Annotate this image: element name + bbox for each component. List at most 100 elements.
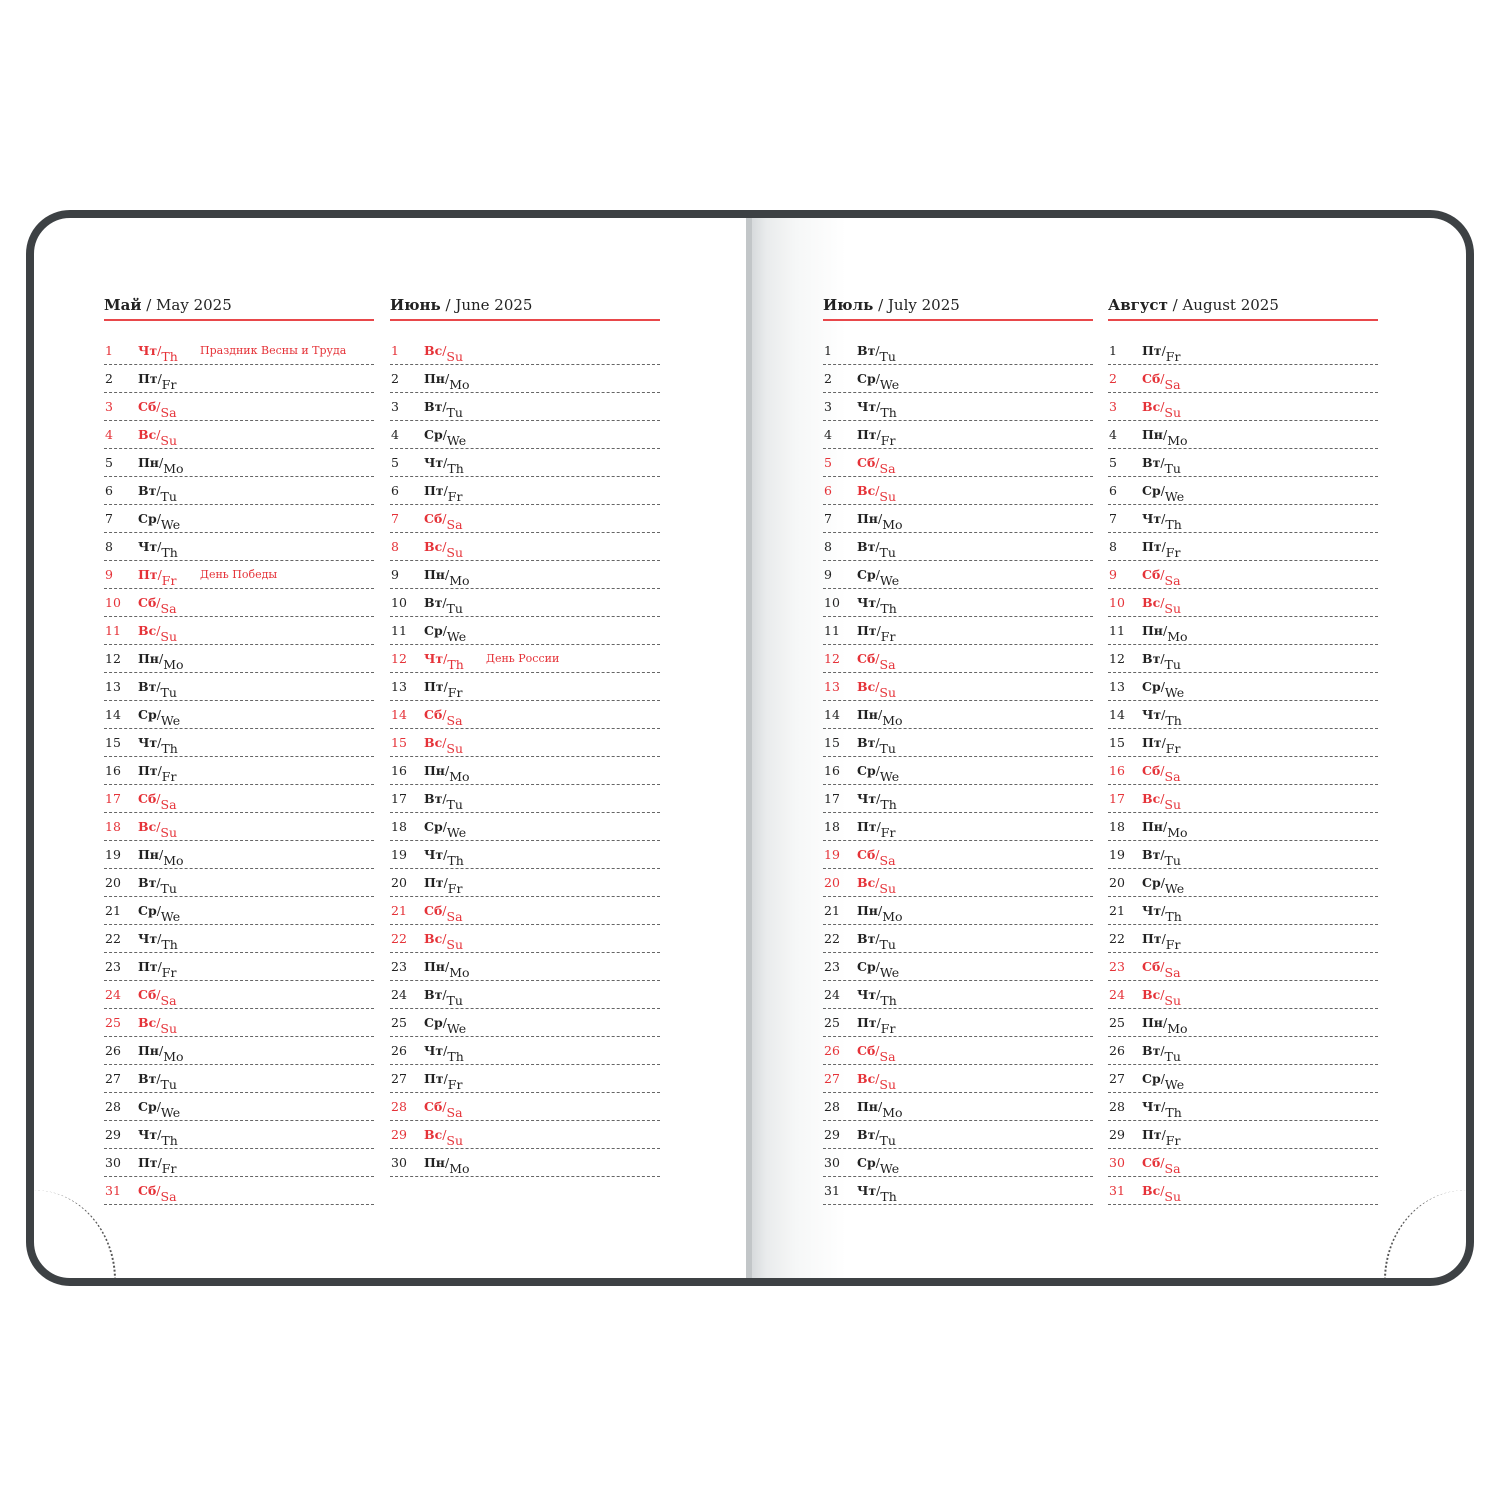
weekday: Ср/We — [857, 371, 900, 392]
weekday-ru: Пт — [857, 623, 877, 638]
day-number: 11 — [105, 623, 121, 638]
day-number: 25 — [824, 1015, 840, 1030]
weekday-ru: Ср — [857, 1155, 876, 1170]
weekday-ru: Вс — [138, 1015, 157, 1030]
weekday-ru: Сб — [1142, 567, 1161, 582]
weekday-ru: Вт — [1142, 1043, 1161, 1058]
weekday-en: Mo — [163, 657, 184, 672]
day-number: 23 — [824, 959, 840, 974]
weekday-ru: Ср — [138, 707, 157, 722]
weekday-ru: Чт — [1142, 511, 1162, 526]
weekday-ru: Вт — [857, 343, 876, 358]
weekday-en: Sa — [879, 853, 896, 868]
weekday-ru: Вт — [138, 483, 157, 498]
weekday-en: Sa — [1164, 1161, 1181, 1176]
weekday: Вс/Su — [138, 427, 178, 448]
weekday-en: Su — [1164, 1189, 1182, 1204]
day-row: 8 Вт/Tu — [823, 533, 1093, 561]
weekday-ru: Ср — [857, 959, 876, 974]
day-row: 3 Сб/Sa — [104, 393, 374, 421]
weekday-en: Tu — [1164, 657, 1181, 672]
weekday: Чт/Th — [138, 539, 178, 560]
month-name-ru: Июль — [823, 296, 874, 314]
day-number: 1 — [824, 343, 832, 358]
day-number: 29 — [1109, 1127, 1125, 1142]
weekday: Пт/Fr — [424, 875, 463, 896]
weekday-ru: Сб — [857, 455, 876, 470]
day-row: 4 Ср/We — [390, 421, 660, 449]
day-row: 15 Чт/Th — [104, 729, 374, 757]
weekday-ru: Пн — [424, 763, 445, 778]
weekday-en: Th — [447, 461, 464, 476]
weekday-en: Th — [880, 1189, 897, 1204]
weekday: Пн/Mo — [424, 763, 470, 784]
day-row: 2 Ср/We — [823, 365, 1093, 393]
day-row: 24 Вт/Tu — [390, 981, 660, 1009]
day-row: 25 Ср/We — [390, 1009, 660, 1037]
weekday: Пт/Fr — [857, 819, 896, 840]
day-row: 17 Вт/Tu — [390, 785, 660, 813]
day-row: 12 Вт/Tu — [1108, 645, 1378, 673]
day-row: 12 Чт/Th День России — [390, 645, 660, 673]
month-column: Май / May 2025 1 Чт/Th Праздник Весны и Тру… — [104, 296, 374, 1205]
weekday-ru: Вт — [857, 931, 876, 946]
day-number: 2 — [391, 371, 399, 386]
weekday: Сб/Sa — [424, 1099, 463, 1120]
weekday-ru: Пн — [857, 903, 878, 918]
weekday-ru: Ср — [1142, 679, 1161, 694]
weekday-ru: Сб — [138, 595, 157, 610]
day-number: 9 — [105, 567, 113, 582]
weekday: Вс/Su — [857, 679, 897, 700]
day-row: 20 Пт/Fr — [390, 869, 660, 897]
weekday-ru: Вт — [1142, 651, 1161, 666]
weekday: Пт/Fr — [1142, 343, 1181, 364]
day-row: 3 Вт/Tu — [390, 393, 660, 421]
weekday-en: Tu — [1164, 1049, 1181, 1064]
day-number: 18 — [391, 819, 407, 834]
day-row: 5 Чт/Th — [390, 449, 660, 477]
weekday: Пн/Mo — [857, 511, 903, 532]
weekday-ru: Вс — [424, 539, 443, 554]
weekday-ru: Вт — [424, 595, 443, 610]
day-row: 26 Сб/Sa — [823, 1037, 1093, 1065]
weekday-en: Fr — [161, 377, 177, 392]
weekday-en: Fr — [880, 433, 896, 448]
weekday-en: Sa — [160, 797, 177, 812]
day-number: 21 — [391, 903, 407, 918]
weekday-ru: Пн — [1142, 1015, 1163, 1030]
day-number: 10 — [391, 595, 407, 610]
weekday-ru: Вт — [1142, 847, 1161, 862]
day-row: 1 Чт/Th Праздник Весны и Труда — [104, 337, 374, 365]
weekday: Пн/Mo — [138, 455, 184, 476]
weekday-en: Fr — [447, 489, 463, 504]
weekday-en: Su — [879, 489, 897, 504]
weekday-ru: Вт — [424, 399, 443, 414]
weekday-ru: Вс — [138, 623, 157, 638]
day-row: 7 Чт/Th — [1108, 505, 1378, 533]
day-number: 27 — [391, 1071, 407, 1086]
weekday-en: Th — [447, 1049, 464, 1064]
weekday-en: Su — [879, 881, 897, 896]
weekday: Сб/Sa — [1142, 763, 1181, 784]
day-number: 20 — [1109, 875, 1125, 890]
weekday: Чт/Th — [1142, 707, 1182, 728]
weekday-ru: Пн — [424, 567, 445, 582]
day-row: 27 Пт/Fr — [390, 1065, 660, 1093]
weekday-ru: Вс — [1142, 791, 1161, 806]
weekday: Пн/Mo — [1142, 427, 1188, 448]
weekday-ru: Пт — [1142, 343, 1162, 358]
weekday-ru: Пн — [424, 371, 445, 386]
weekday: Чт/Th — [424, 651, 464, 672]
holiday-label: День России — [486, 652, 560, 665]
holiday-label: День Победы — [200, 568, 278, 581]
weekday: Пн/Mo — [424, 1155, 470, 1176]
weekday-en: Sa — [879, 1049, 896, 1064]
weekday-en: Su — [160, 629, 178, 644]
day-number: 22 — [391, 931, 407, 946]
day-number: 28 — [1109, 1099, 1125, 1114]
weekday-ru: Чт — [424, 1043, 444, 1058]
weekday-ru: Пт — [138, 371, 158, 386]
weekday-ru: Сб — [424, 903, 443, 918]
weekday-ru: Пт — [424, 483, 444, 498]
weekday: Вт/Tu — [424, 595, 463, 616]
